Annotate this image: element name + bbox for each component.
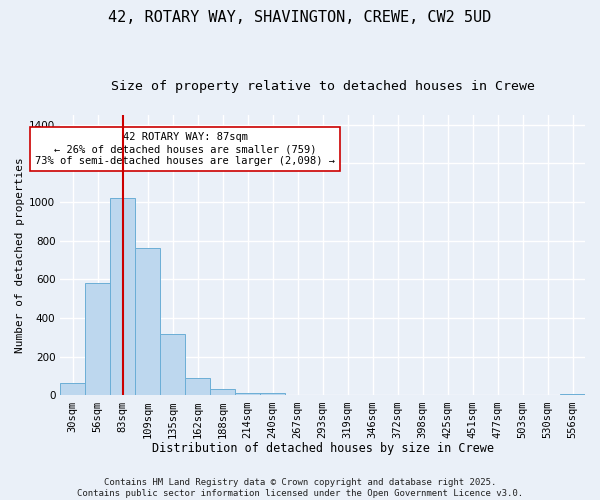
Bar (560, 394, 585, 396)
Text: 42, ROTARY WAY, SHAVINGTON, CREWE, CW2 5UD: 42, ROTARY WAY, SHAVINGTON, CREWE, CW2 5… (109, 10, 491, 25)
Bar (210, 388, 235, 396)
Bar (260, 393, 285, 396)
Bar (135, 248, 160, 396)
Bar (110, 198, 135, 396)
Bar (185, 378, 210, 396)
Bar (310, 394, 335, 396)
Bar (235, 392, 260, 396)
Text: Contains HM Land Registry data © Crown copyright and database right 2025.
Contai: Contains HM Land Registry data © Crown c… (77, 478, 523, 498)
X-axis label: Distribution of detached houses by size in Crewe: Distribution of detached houses by size … (152, 442, 494, 455)
Bar (285, 394, 310, 396)
Text: 42 ROTARY WAY: 87sqm
← 26% of detached houses are smaller (759)
73% of semi-deta: 42 ROTARY WAY: 87sqm ← 26% of detached h… (35, 132, 335, 166)
Bar (85, 284, 110, 396)
Bar (160, 334, 185, 396)
Bar (60, 383, 85, 396)
Title: Size of property relative to detached houses in Crewe: Size of property relative to detached ho… (110, 80, 535, 93)
Y-axis label: Number of detached properties: Number of detached properties (15, 158, 25, 353)
